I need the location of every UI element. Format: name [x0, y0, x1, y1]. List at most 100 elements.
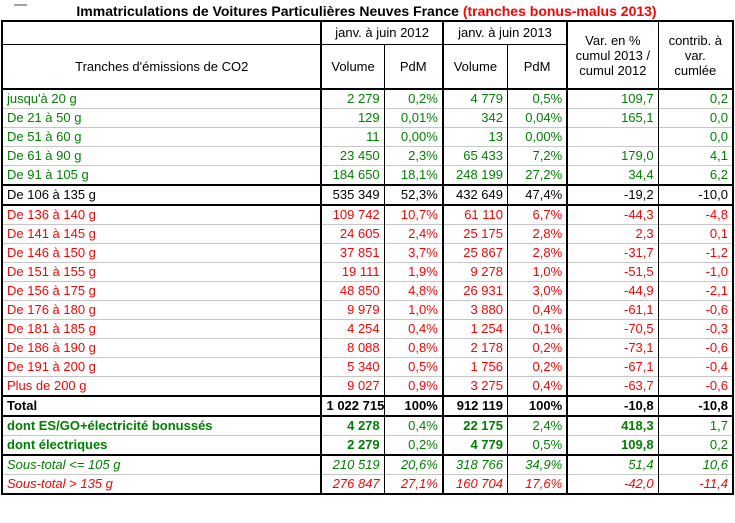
cell-pdm-2013: 47,4% [507, 184, 568, 205]
cell-variation: 51,4 [566, 454, 659, 475]
cell-volume-2013: 342 [441, 108, 508, 128]
cell-volume-2012: 4 254 [320, 319, 385, 339]
cell-pdm-2013: 27,2% [507, 165, 568, 185]
cell-pdm-2012: 20,6% [383, 454, 443, 475]
header-row-periods: janv. à juin 2012 janv. à juin 2013 Var.… [2, 21, 733, 89]
cell-volume-2013: 26 931 [441, 281, 508, 301]
header-contribution-line1: contrib. à [668, 32, 723, 48]
page-title: Immatriculations de Voitures Particulièr… [0, 0, 733, 20]
cell-volume-2012: 210 519 [320, 454, 385, 475]
cell-variation: -73,1 [566, 338, 659, 358]
cell-contribution: -1,2 [657, 243, 733, 263]
row-label: De 181 à 185 g [2, 319, 322, 339]
cell-pdm-2013: 6,7% [507, 204, 568, 225]
cell-pdm-2012: 4,8% [383, 281, 443, 301]
cell-volume-2012: 24 605 [320, 224, 385, 244]
cell-pdm-2012: 18,1% [383, 165, 443, 185]
header-variation-line1: Var. en % [585, 32, 641, 48]
table-row: De 51 à 60 g 11 0,00% 13 0,00% 0,0 [2, 127, 733, 147]
row-label: dont électriques [2, 435, 322, 455]
cell-pdm-2012: 100% [383, 395, 443, 416]
cell-pdm-2013: 0,1% [507, 319, 568, 339]
cell-volume-2013: 3 275 [441, 376, 508, 396]
header-volume-2013: Volume [441, 44, 508, 89]
table-row: De 61 à 90 g 23 450 2,3% 65 433 7,2% 179,0 4,1 [2, 146, 733, 166]
cell-contribution: -4,8 [657, 204, 733, 225]
outline-marker-icon [14, 4, 27, 6]
cell-contribution: -0,3 [657, 319, 733, 339]
cell-variation: 2,3 [566, 224, 659, 244]
cell-volume-2013: 3 880 [441, 300, 508, 320]
cell-pdm-2013: 0,5% [507, 435, 568, 455]
cell-pdm-2013: 0,00% [507, 127, 568, 147]
cell-volume-2013: 25 867 [441, 243, 508, 263]
cell-pdm-2013: 3,0% [507, 281, 568, 301]
cell-pdm-2013: 2,8% [507, 224, 568, 244]
cell-volume-2013: 65 433 [441, 146, 508, 166]
cell-pdm-2013: 0,2% [507, 338, 568, 358]
cell-variation: 34,4 [566, 165, 659, 185]
table-row: De 91 à 105 g 184 650 18,1% 248 199 27,2% 34,… [2, 165, 733, 185]
header-contribution: contrib. à var. cumlée [657, 21, 733, 89]
row-label: De 51 à 60 g [2, 127, 322, 147]
table-row: Sous-total > 135 g 276 847 27,1% 160 704 17,… [2, 474, 733, 494]
header-variation: Var. en % cumul 2013 / cumul 2012 [566, 21, 659, 89]
cell-variation: -10,8 [566, 395, 659, 416]
cell-variation: 418,3 [566, 415, 659, 436]
cell-contribution: -1,0 [657, 262, 733, 282]
cell-contribution: -0,4 [657, 357, 733, 377]
cell-volume-2013: 248 199 [441, 165, 508, 185]
cell-contribution: -0,6 [657, 300, 733, 320]
cell-pdm-2013: 17,6% [507, 474, 568, 494]
row-label: De 106 à 135 g [2, 184, 322, 205]
cell-contribution: -2,1 [657, 281, 733, 301]
table-row: De 146 à 150 g 37 851 3,7% 25 867 2,8% -31,7-… [2, 243, 733, 263]
table-row: dont électriques 2 279 0,2% 4 779 0,5% 109,8 0… [2, 435, 733, 455]
table-row: dont ES/GO+électricité bonussés 4 278 0,4%… [2, 415, 733, 436]
cell-variation: 165,1 [566, 108, 659, 128]
cell-pdm-2012: 0,4% [383, 415, 443, 436]
row-label: De 176 à 180 g [2, 300, 322, 320]
cell-pdm-2012: 0,2% [383, 88, 443, 109]
cell-pdm-2012: 52,3% [383, 184, 443, 205]
header-period-2013: janv. à juin 2013 [441, 21, 568, 45]
table-row: De 21 à 50 g 129 0,01% 342 0,04% 165,1 0,0 [2, 108, 733, 128]
cell-contribution: -11,4 [657, 474, 733, 494]
row-label: De 136 à 140 g [2, 204, 322, 225]
cell-volume-2012: 1 022 715 [320, 395, 385, 416]
cell-volume-2012: 129 [320, 108, 385, 128]
cell-volume-2013: 2 178 [441, 338, 508, 358]
cell-volume-2013: 160 704 [441, 474, 508, 494]
cell-pdm-2012: 0,01% [383, 108, 443, 128]
cell-variation: -44,9 [566, 281, 659, 301]
header-row-columns: Tranches d'émissions de CO2 Volume PdM V… [2, 44, 733, 89]
header-volume-2012: Volume [320, 44, 385, 89]
table-row: De 156 à 175 g 48 850 4,8% 26 931 3,0% -44,9-… [2, 281, 733, 301]
header-contribution-line3: cumlée [674, 62, 717, 78]
row-label: De 141 à 145 g [2, 224, 322, 244]
row-label: De 91 à 105 g [2, 165, 322, 185]
cell-volume-2013: 318 766 [441, 454, 508, 475]
row-label: Total [2, 395, 322, 416]
cell-pdm-2013: 0,2% [507, 357, 568, 377]
cell-pdm-2012: 0,00% [383, 127, 443, 147]
cell-variation: -42,0 [566, 474, 659, 494]
cell-volume-2012: 5 340 [320, 357, 385, 377]
cell-variation: -51,5 [566, 262, 659, 282]
cell-variation: -19,2 [566, 184, 659, 205]
cell-contribution: -0,6 [657, 338, 733, 358]
cell-volume-2012: 276 847 [320, 474, 385, 494]
cell-pdm-2013: 0,4% [507, 300, 568, 320]
header-pdm-2013: PdM [507, 44, 568, 89]
cell-pdm-2013: 1,0% [507, 262, 568, 282]
cell-pdm-2012: 27,1% [383, 474, 443, 494]
header-period-2012: janv. à juin 2012 [320, 21, 443, 45]
row-label: De 146 à 150 g [2, 243, 322, 263]
